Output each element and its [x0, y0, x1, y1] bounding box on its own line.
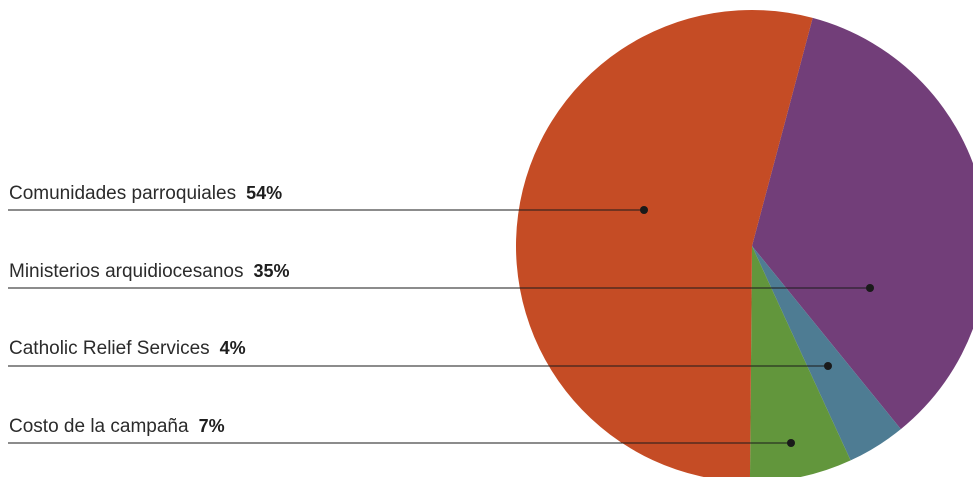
legend-name-1: Ministerios arquidiocesanos [9, 261, 243, 282]
leader-dot-2 [824, 362, 832, 370]
legend-label-3: Costo de la campaña 7% [9, 416, 225, 437]
pie-slice-2 [752, 246, 901, 461]
legend-value-3: 7% [199, 416, 225, 436]
legend-label-1: Ministerios arquidiocesanos 35% [9, 261, 289, 282]
legend-label-2: Catholic Relief Services 4% [9, 338, 246, 359]
legend-name-2: Catholic Relief Services [9, 338, 210, 359]
leader-dot-3 [787, 439, 795, 447]
legend-label-0: Comunidades parroquiales 54% [9, 183, 282, 204]
legend-labels: Comunidades parroquiales 54% Ministerios a… [9, 183, 289, 437]
leader-dot-1 [866, 284, 874, 292]
legend-value-0: 54% [246, 183, 282, 203]
pie-slices [515, 10, 973, 477]
pie-slice-0 [515, 10, 813, 477]
legend-value-2: 4% [220, 338, 246, 358]
leader-lines [8, 206, 874, 447]
leader-dot-0 [640, 206, 648, 214]
legend-name-0: Comunidades parroquiales [9, 183, 236, 204]
legend-name-3: Costo de la campaña [9, 416, 189, 437]
pie-slice-1 [752, 17, 973, 430]
pie-slice-3 [749, 246, 851, 477]
legend-value-1: 35% [253, 261, 289, 281]
